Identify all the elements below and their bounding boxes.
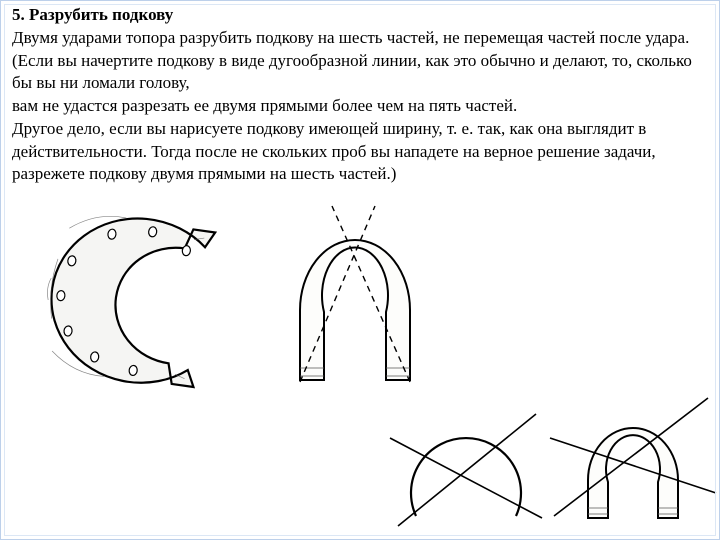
paragraph-1: Двумя ударами топора разрубить подкову н… <box>12 28 692 93</box>
illustration-horseshoe-realistic <box>30 205 240 395</box>
paragraph-3: Другое дело, если вы нарисуете подкову и… <box>12 119 656 184</box>
illustration-horseshoe-two-dashed-lines <box>260 200 450 400</box>
illustration-thick-horseshoe-solution <box>548 388 718 538</box>
illustration-arc-two-lines <box>386 400 546 540</box>
paragraph-2: вам не удастся разрезать ее двумя прямым… <box>12 96 517 115</box>
article-text: 5. Разрубить подкову Двумя ударами топор… <box>12 4 712 186</box>
article-title: 5. Разрубить подкову <box>12 5 173 24</box>
